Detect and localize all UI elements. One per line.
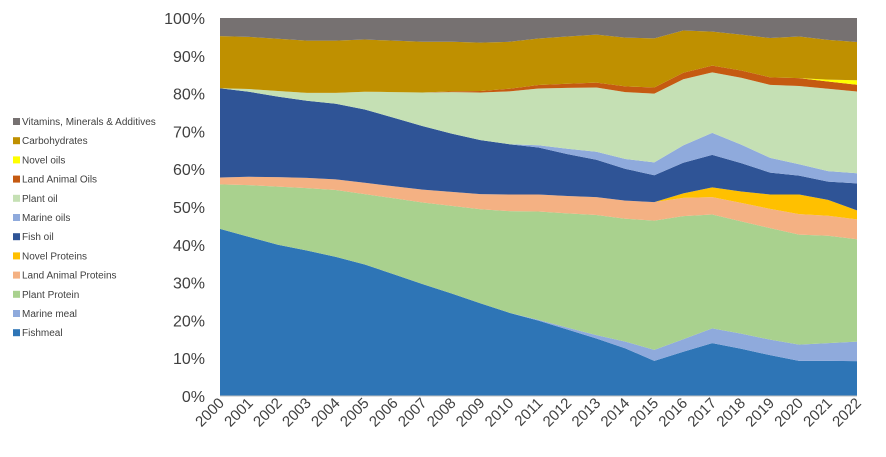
x-axis: 2000200120022003200420052006200720082009… [192, 395, 865, 431]
legend-label: Plant oil [22, 194, 58, 205]
x-tick-label: 2003 [279, 395, 315, 431]
area-series-group [220, 18, 857, 396]
area-novel-proteins [220, 176, 857, 220]
area-marine-meal [220, 228, 857, 362]
legend-label: Novel Proteins [22, 251, 87, 262]
y-tick-label: 0% [182, 389, 205, 406]
y-tick-label: 20% [173, 313, 205, 330]
legend-swatch [13, 252, 20, 260]
area-plant-protein [220, 184, 857, 350]
area-vitamins-minerals-additives [220, 18, 857, 43]
legend-label: Fish oil [22, 232, 54, 243]
y-tick-label: 30% [173, 276, 205, 293]
y-tick-label: 10% [173, 351, 205, 368]
x-tick-label: 2008 [424, 395, 460, 431]
y-axis: 0% 10% 20% 30% 40% 50% 60% 70% 80% 90% 100% [164, 11, 205, 406]
legend-swatch [13, 233, 20, 241]
legend-swatch [13, 156, 20, 164]
legend: Vitamins, Minerals & Additives Carbohydra… [13, 117, 156, 339]
y-tick-label: 80% [173, 87, 205, 104]
x-tick-label: 2019 [742, 395, 778, 431]
legend-swatch [13, 137, 20, 145]
y-tick-label: 100% [164, 11, 205, 28]
y-tick-label: 90% [173, 49, 205, 66]
x-tick-label: 2004 [308, 395, 344, 431]
legend-label: Fishmeal [22, 328, 63, 339]
area-fishmeal [220, 228, 857, 396]
legend-label: Marine oils [22, 213, 70, 224]
legend-label: Novel oils [22, 155, 65, 166]
legend-swatch [13, 214, 20, 221]
x-tick-label: 2012 [540, 395, 576, 431]
area-carbohydrates [220, 30, 857, 93]
x-tick-label: 2016 [655, 395, 691, 431]
x-tick-label: 2005 [337, 395, 373, 431]
x-tick-label: 2021 [800, 395, 836, 431]
x-tick-label: 2014 [598, 395, 634, 431]
legend-swatch [13, 271, 20, 279]
x-tick-label: 2002 [250, 395, 286, 431]
area-fish-oil [220, 88, 857, 211]
legend-swatch [13, 175, 20, 183]
legend-label: Vitamins, Minerals & Additives [22, 117, 156, 128]
y-tick-label: 40% [173, 238, 205, 255]
x-tick-label: 2013 [569, 395, 605, 431]
x-tick-label: 2006 [366, 395, 402, 431]
legend-label: Marine meal [22, 309, 77, 320]
area-marine-oils [220, 88, 857, 184]
legend-label: Land Animal Oils [22, 175, 97, 186]
legend-label: Plant Protein [22, 290, 79, 301]
legend-label: Land Animal Proteins [22, 271, 117, 282]
y-tick-label: 50% [173, 200, 205, 217]
x-tick-label: 2009 [453, 395, 489, 431]
x-tick-label: 2010 [482, 395, 518, 431]
y-tick-label: 60% [173, 162, 205, 179]
legend-swatch [13, 118, 20, 125]
legend-label: Carbohydrates [22, 136, 88, 147]
x-tick-label: 2017 [684, 395, 720, 431]
area-land-animal-proteins [220, 176, 857, 240]
x-tick-label: 2007 [395, 395, 431, 431]
x-tick-label: 2018 [713, 395, 749, 431]
x-tick-label: 2011 [511, 395, 546, 430]
area-land-animal-oils [220, 65, 857, 94]
legend-swatch [13, 329, 20, 337]
legend-swatch [13, 310, 20, 317]
y-tick-label: 70% [173, 124, 205, 141]
area-plant-oil [220, 72, 857, 174]
legend-swatch [13, 194, 20, 202]
x-tick-label: 2022 [829, 395, 865, 431]
x-tick-label: 2015 [627, 395, 663, 431]
legend-swatch [13, 290, 20, 298]
x-tick-label: 2001 [221, 395, 257, 431]
x-tick-label: 2020 [771, 395, 807, 431]
